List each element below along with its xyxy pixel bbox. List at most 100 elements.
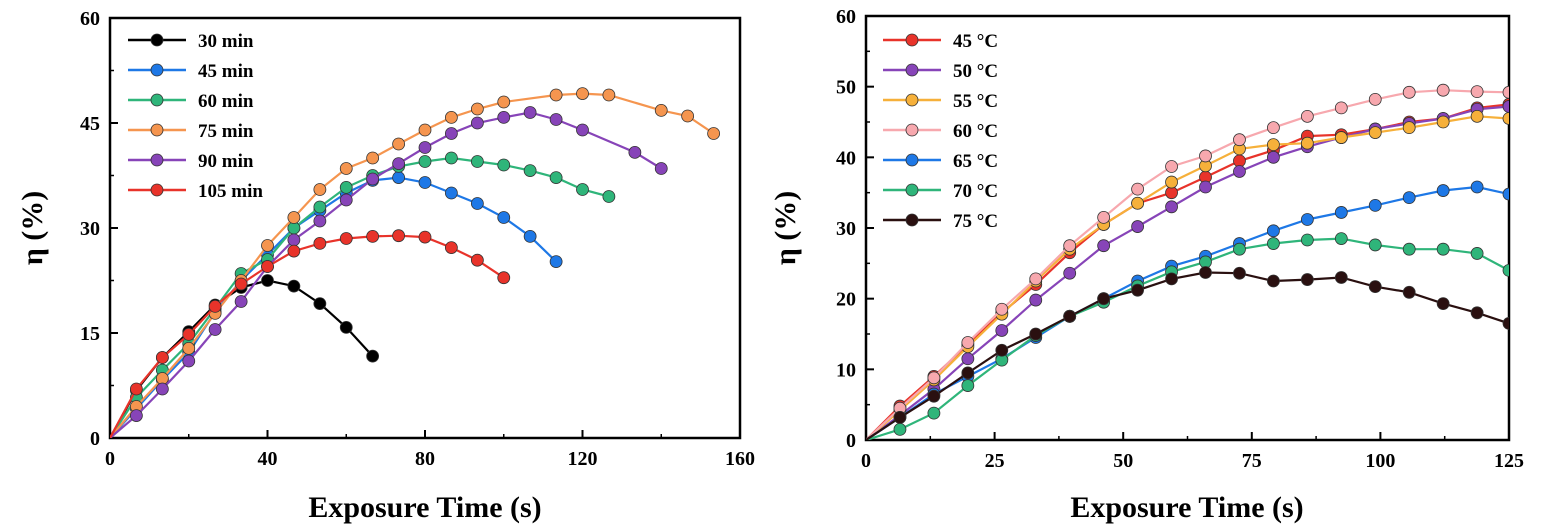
left-point-105-min: [129, 382, 143, 396]
right-point-75-C: [995, 343, 1009, 357]
right-legend-label-50-C: 50 °C: [953, 61, 998, 82]
right-point-60-C: [1165, 160, 1178, 173]
left-point-90-min: [339, 193, 353, 207]
right-point-75-C: [1029, 327, 1043, 341]
left-series-line-45-min: [110, 176, 557, 438]
right-y-tick-label: 50: [836, 77, 856, 99]
left-legend-label-30-min: 30 min: [198, 31, 254, 52]
left-legend-label-90-min: 90 min: [198, 151, 254, 172]
left-legend: 30 min 45 min 60 min 75 min 90 min 105 min: [128, 31, 263, 202]
left-point-75-min: [576, 87, 589, 100]
right-point-75-C: [1502, 317, 1509, 330]
left-y-axis-title: η (%): [16, 191, 49, 266]
right-point-75-C: [1199, 266, 1212, 279]
right-point-70-C: [1368, 238, 1382, 252]
right-legend-label-75-C: 75 °C: [953, 211, 998, 232]
left-point-75-min: [339, 162, 353, 175]
left-point-105-min: [470, 253, 484, 267]
left-legend-label-45-min: 45 min: [198, 61, 254, 82]
right-point-75-C: [1470, 306, 1484, 320]
right-point-70-C: [1502, 264, 1509, 277]
left-y-tick-label: 60: [80, 8, 100, 30]
right-point-70-C: [1402, 242, 1416, 256]
left-x-tick-label: 80: [415, 448, 435, 470]
left-point-60-min: [339, 180, 353, 194]
left-point-30-min: [261, 274, 274, 287]
left-point-45-min: [418, 176, 432, 189]
right-point-60-C: [1097, 210, 1111, 224]
left-point-45-min: [497, 211, 511, 224]
left-point-60-min: [444, 151, 458, 165]
right-x-tick-label: 50: [1113, 450, 1133, 472]
right-point-70-C: [1300, 233, 1314, 247]
left-x-tick-label: 40: [258, 448, 278, 470]
left-legend-label-105-min: 105 min: [198, 181, 263, 202]
right-point-55-C: [1267, 138, 1280, 152]
right-legend-label-60-C: 60 °C: [953, 121, 998, 142]
left-point-90-min: [418, 141, 432, 154]
right-point-50-C: [1502, 100, 1509, 113]
right-point-60-C: [1436, 83, 1450, 97]
left-legend-marker-30-min: [150, 33, 164, 47]
right-x-tick-label: 0: [861, 450, 871, 472]
left-legend-marker-75-min: [150, 123, 164, 137]
right-legend-label-65-C: 65 °C: [953, 151, 998, 172]
left-point-90-min: [470, 116, 484, 130]
right-point-50-C: [961, 352, 975, 366]
right-point-65-C: [1436, 184, 1450, 197]
right-point-55-C: [1436, 115, 1450, 129]
right-point-75-C: [1402, 285, 1416, 299]
left-point-75-min: [392, 137, 406, 151]
left-point-75-min: [470, 102, 484, 116]
right-y-tick-label: 40: [836, 147, 856, 169]
right-point-60-C: [1402, 85, 1416, 99]
left-point-105-min: [418, 230, 432, 244]
left-point-90-min: [208, 323, 222, 336]
right-point-50-C: [1199, 180, 1212, 194]
right-series-layer: [866, 83, 1509, 440]
right-point-75-C: [1368, 280, 1382, 294]
right-point-55-C: [1368, 126, 1382, 140]
left-legend-label-60-min: 60 min: [198, 91, 254, 112]
left-legend-marker-90-min: [150, 153, 164, 167]
right-point-50-C: [1165, 200, 1178, 214]
left-point-45-min: [392, 171, 406, 185]
left-legend-label-75-min: 75 min: [198, 121, 254, 142]
right-point-70-C: [927, 406, 941, 420]
right-point-60-C: [1368, 92, 1382, 106]
right-point-50-C: [1029, 293, 1043, 307]
right-x-tick-label: 125: [1494, 450, 1524, 472]
left-point-75-min: [182, 341, 196, 355]
left-point-90-min: [576, 123, 589, 137]
left-series-line-60-min: [110, 156, 610, 438]
left-point-90-min: [523, 106, 537, 119]
left-point-60-min: [470, 155, 484, 168]
left-point-90-min: [654, 162, 668, 175]
chart-left: 0 40 80 120 160 0 15 30 45 60 30 min 45 min 60 min 75…: [16, 8, 755, 524]
left-point-30-min: [366, 349, 380, 363]
left-point-30-min: [339, 320, 353, 334]
left-point-45-min: [549, 255, 563, 269]
right-legend-label-55-C: 55 °C: [953, 91, 998, 112]
right-point-60-C: [1502, 85, 1509, 99]
right-point-75-C: [1165, 272, 1178, 286]
left-x-tick-label: 120: [568, 448, 598, 470]
right-point-60-C: [961, 336, 975, 349]
right-point-60-C: [995, 302, 1009, 316]
left-point-60-min: [602, 190, 616, 203]
right-point-60-C: [1029, 272, 1043, 286]
left-point-75-min: [681, 109, 695, 123]
left-point-30-min: [313, 297, 327, 311]
left-x-axis-title: Exposure Time (s): [308, 491, 541, 524]
left-series-line-75-min: [110, 92, 715, 438]
right-point-75-C: [1233, 266, 1246, 280]
left-point-105-min: [366, 229, 380, 243]
right-point-50-C: [995, 324, 1009, 337]
right-legend: 45 °C 50 °C 55 °C 60 °C 65 °C 70 °C 75 °C: [883, 31, 998, 232]
left-point-75-min: [287, 211, 301, 224]
left-y-tick-label: 30: [80, 218, 100, 240]
right-point-50-C: [1131, 220, 1145, 233]
left-point-105-min: [234, 277, 248, 291]
right-point-75-C: [961, 366, 975, 380]
left-point-90-min: [549, 113, 563, 126]
